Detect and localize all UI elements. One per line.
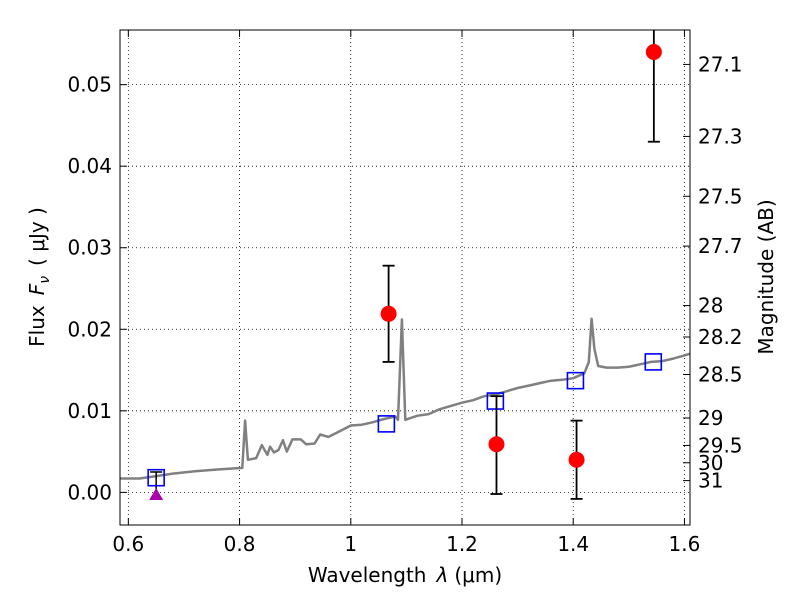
data-points xyxy=(147,30,663,501)
observed-flux-marker xyxy=(380,305,397,322)
model-photometry-marker xyxy=(147,468,165,487)
y-tick-label: 0.03 xyxy=(67,236,112,260)
y2-tick-label: 31 xyxy=(698,469,723,493)
observed-flux-marker xyxy=(488,436,505,453)
model-photometry-marker xyxy=(644,353,663,371)
y-tick-label: 0.04 xyxy=(67,154,112,178)
x-tick-label: 1.2 xyxy=(446,532,478,556)
y2-tick-label: 29 xyxy=(698,406,723,430)
y2-tick-label: 27.5 xyxy=(698,184,743,208)
y2-tick-label: 30 xyxy=(698,451,723,475)
model-photometry-marker xyxy=(486,392,505,410)
y-tick-label: 0.00 xyxy=(67,480,112,504)
y2-tick-label: 28 xyxy=(698,294,723,318)
x-tick-label: 0.6 xyxy=(112,532,144,556)
upper-limit-marker xyxy=(149,488,164,501)
y-axis-label: FluxFν( μJy ) xyxy=(25,207,53,347)
y-tick-label: 0.02 xyxy=(67,317,112,341)
model-spectrum xyxy=(120,317,691,480)
model-photometry-marker xyxy=(377,415,396,433)
plot-frame xyxy=(119,29,691,526)
x-tick-label: 1 xyxy=(344,532,357,556)
y-tick-label: 0.05 xyxy=(67,73,112,97)
observed-flux-marker xyxy=(568,451,585,468)
x-axis-label: Wavelength λ (μm) xyxy=(308,563,502,587)
x-tick-label: 1.4 xyxy=(557,532,589,556)
y2-tick-label: 27.3 xyxy=(698,124,743,148)
y-tick-label: 0.01 xyxy=(67,399,112,423)
y2-tick-label: 28.5 xyxy=(698,363,743,387)
x-tick-label: 0.8 xyxy=(224,532,256,556)
x-tick-label: 1.6 xyxy=(669,532,701,556)
model-photometry-marker xyxy=(566,371,585,390)
y2-tick-label: 27.1 xyxy=(698,52,743,76)
axis-ticks: 0.6 0.8 1 1.2 1.4 1.6 0.00 0.01 0.02 0.03 0.04 0.05… xyxy=(67,30,743,556)
y2-axis-label: Magnitude (AB) xyxy=(754,199,778,354)
y2-tick-label: 29.5 xyxy=(698,433,743,457)
spectrum-line xyxy=(120,317,691,480)
y2-tick-label: 28.2 xyxy=(698,325,743,349)
y2-tick-label: 27.7 xyxy=(698,234,743,258)
plot-area xyxy=(120,30,690,525)
observed-flux-marker xyxy=(645,44,662,61)
